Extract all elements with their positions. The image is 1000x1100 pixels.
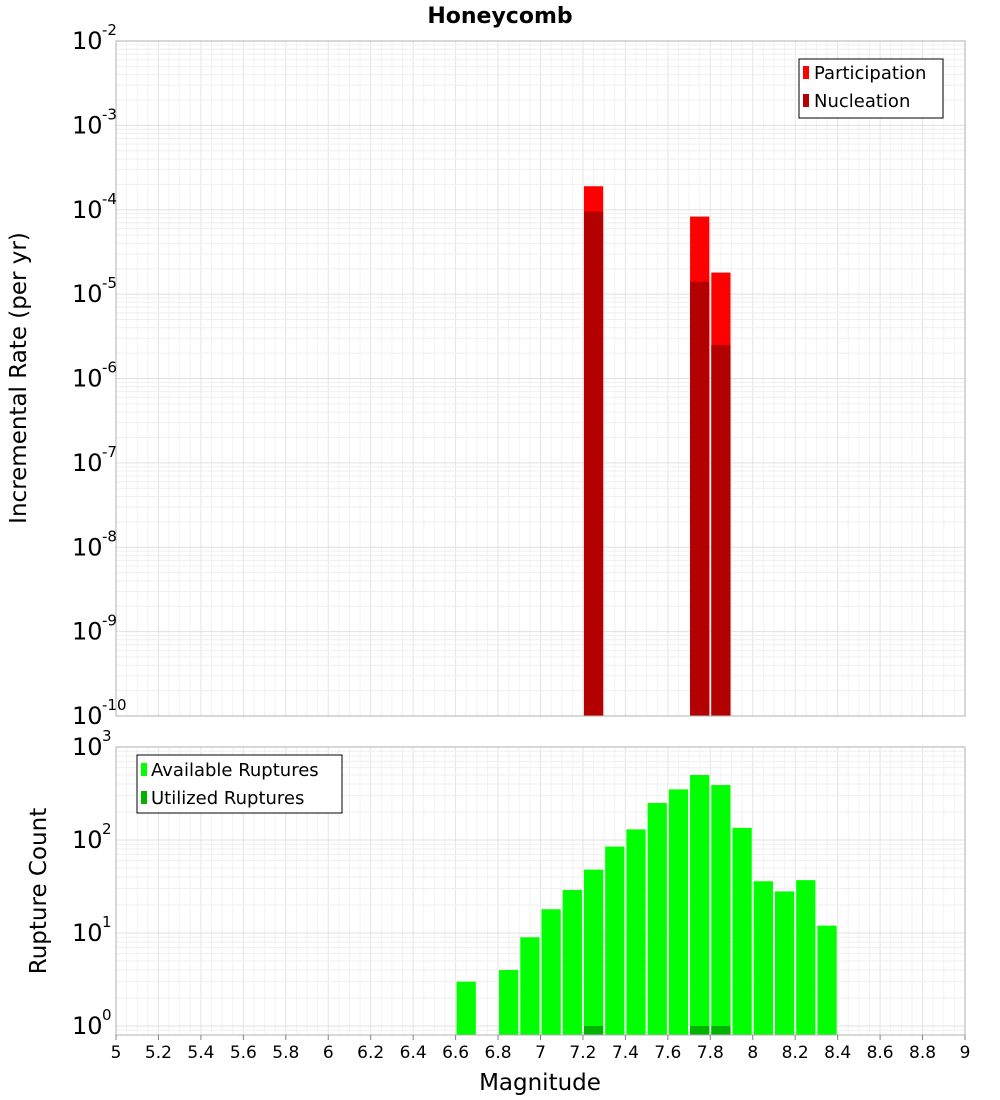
bottom-bar-series-0: [605, 846, 625, 1035]
x-tick-label: 8: [747, 1043, 758, 1063]
top-y-tick-label: 10: [72, 449, 103, 477]
top-gridlines: [115, 40, 966, 717]
x-tick-labels: 5 5.2 5.4 5.6 5.8 6 6.2 6.4 6.6 6.8 7 7.2 7.4 7.6 7.8 8…: [111, 1035, 971, 1063]
bottom-y-tick-label: 10: [72, 733, 103, 761]
x-tick-label: 6: [323, 1043, 334, 1063]
legend-swatch-utilized: [141, 791, 147, 804]
top-y-tick-label: 10: [72, 196, 103, 224]
top-y-tick-label: 10: [72, 111, 103, 139]
top-legend: Participation Nucleation: [798, 58, 944, 119]
bottom-bar-series-0: [520, 937, 540, 1035]
bottom-bar-series-0: [499, 969, 519, 1035]
top-y-tick-label: 10: [72, 702, 103, 730]
top-y-tick-label: 10: [72, 27, 103, 55]
bottom-bar-series-0: [456, 981, 476, 1035]
x-tick-label: 5: [111, 1043, 122, 1063]
top-y-tick-label: 10: [72, 365, 103, 393]
x-tick-label: 6.8: [485, 1043, 512, 1063]
bottom-legend: Available Ruptures Utilized Ruptures: [136, 754, 343, 814]
x-tick-label: 7.8: [697, 1043, 724, 1063]
top-y-tick-label: 10: [72, 280, 103, 308]
x-tick-label: 8.8: [909, 1043, 936, 1063]
legend-label-utilized: Utilized Ruptures: [151, 788, 304, 809]
bottom-y-tick-exponent: 1: [102, 913, 112, 931]
legend-swatch-nucleation: [803, 94, 809, 107]
top-y-tick-exponent: -4: [102, 190, 117, 208]
x-tick-label: 5.8: [272, 1043, 299, 1063]
bottom-bar-series-0: [562, 889, 582, 1035]
bottom-bar-series-0: [711, 785, 731, 1035]
bottom-y-tick-label: 10: [72, 1012, 103, 1040]
top-legend-box: [798, 58, 944, 119]
x-tick-label: 8.6: [867, 1043, 894, 1063]
top-y-tick-exponent: -10: [102, 696, 127, 714]
bottom-y-tick-label: 10: [72, 919, 103, 947]
x-tick-label: 5.6: [230, 1043, 257, 1063]
bottom-y-tick-label: 10: [72, 826, 103, 854]
bottom-bar-series-0: [753, 881, 773, 1035]
x-tick-label: 6.2: [357, 1043, 384, 1063]
top-y-tick-exponent: -5: [102, 274, 117, 292]
bottom-bars: [456, 774, 837, 1035]
legend-swatch-available: [141, 763, 147, 776]
bottom-y-tick-exponent: 2: [102, 820, 112, 838]
bottom-legend-box: [136, 754, 343, 814]
top-y-tick-exponent: -7: [102, 443, 117, 461]
top-y-tick-exponent: -3: [102, 105, 117, 123]
bottom-bar-series-0: [690, 774, 710, 1035]
top-y-tick-exponent: -2: [102, 21, 117, 39]
x-tick-label: 5.2: [145, 1043, 172, 1063]
top-y-tick-exponent: -8: [102, 527, 117, 545]
top-y-tick-exponent: -9: [102, 612, 117, 630]
x-tick-label: 9: [960, 1043, 971, 1063]
bottom-bar-series-1: [690, 1025, 710, 1035]
top-bar-series-1: [583, 211, 604, 716]
x-tick-label: 6.4: [400, 1043, 427, 1063]
bottom-bar-series-0: [774, 891, 795, 1035]
bottom-y-axis-label: Rupture Count: [26, 808, 52, 974]
top-bar-series-1: [711, 344, 731, 716]
x-tick-label: 5.4: [187, 1043, 214, 1063]
x-tick-label: 7.4: [612, 1043, 639, 1063]
top-y-axis-label: Incremental Rate (per yr): [6, 232, 32, 524]
x-tick-label: 8.4: [824, 1043, 851, 1063]
bottom-bar-series-0: [647, 802, 667, 1035]
x-tick-label: 7.2: [569, 1043, 596, 1063]
chart-title: Honeycomb: [427, 4, 572, 29]
bottom-y-tick-exponent: 3: [102, 727, 112, 745]
legend-label-nucleation: Nucleation: [814, 91, 910, 112]
top-plot-border: [115, 40, 966, 717]
bottom-bar-series-0: [583, 869, 604, 1035]
top-y-tick-label: 10: [72, 533, 103, 561]
bottom-bar-series-1: [583, 1025, 604, 1035]
bottom-y-tick-exponent: 0: [102, 1006, 112, 1024]
bottom-bar-series-0: [541, 909, 561, 1035]
bottom-bar-series-0: [796, 880, 816, 1035]
bottom-bar-series-0: [668, 789, 689, 1035]
x-tick-label: 7.6: [654, 1043, 681, 1063]
x-tick-label: 7: [535, 1043, 546, 1063]
legend-label-available: Available Ruptures: [151, 760, 319, 781]
top-bars: [583, 186, 731, 716]
legend-swatch-participation: [803, 66, 809, 79]
x-tick-label: 6.6: [442, 1043, 469, 1063]
x-tick-label: 8.2: [782, 1043, 809, 1063]
bottom-bar-series-0: [626, 829, 646, 1035]
legend-label-participation: Participation: [814, 63, 926, 84]
top-y-tick-label: 10: [72, 618, 103, 646]
x-axis-label: Magnitude: [479, 1070, 601, 1096]
top-y-tick-exponent: -6: [102, 359, 117, 377]
bottom-bar-series-0: [732, 827, 752, 1035]
bottom-bar-series-0: [817, 925, 837, 1035]
top-bar-series-1: [690, 281, 710, 716]
bottom-bar-series-1: [711, 1025, 731, 1035]
